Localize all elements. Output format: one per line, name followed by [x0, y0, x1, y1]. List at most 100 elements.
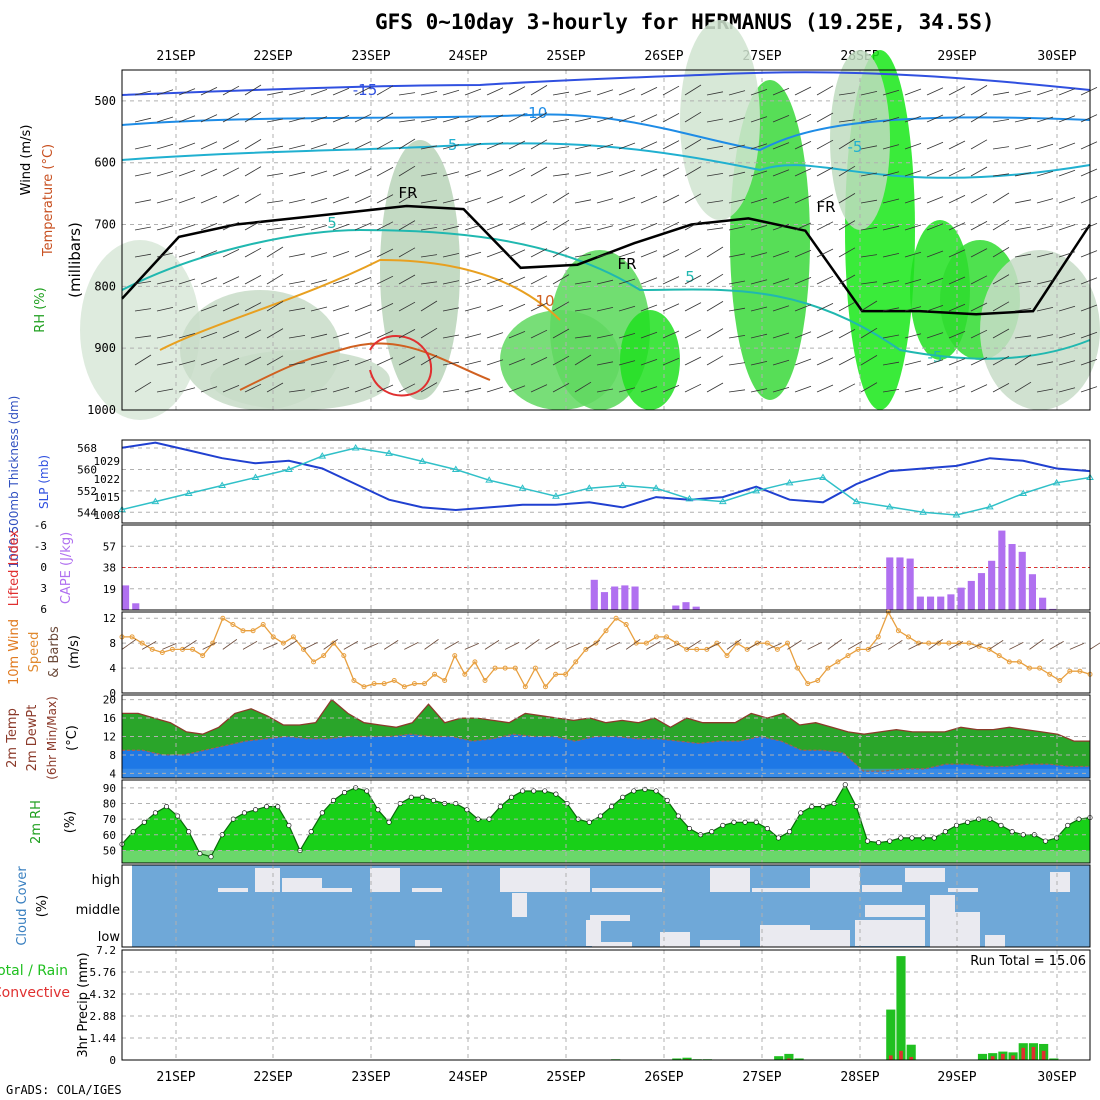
wind-barb [222, 639, 238, 650]
upper-wind-barb [728, 307, 746, 312]
upper-wind-barb [904, 197, 922, 204]
upper-wind-barb [750, 279, 768, 285]
upper-wind-barb [530, 221, 548, 231]
cloud-patch [810, 930, 850, 947]
cloud-unit-label: (%) [35, 895, 50, 918]
thickness-marker [718, 497, 727, 505]
upper-wind-barb [596, 279, 614, 285]
rh-marker [842, 782, 848, 788]
rh-marker [130, 829, 136, 835]
wind-speed-marker [422, 681, 427, 687]
upper-wind-barb [442, 280, 460, 285]
upper-wind-barb [508, 303, 526, 312]
upper-wind-barb [1080, 359, 1098, 366]
upper-wind-barb [200, 87, 218, 96]
upper-wind-barb [376, 167, 394, 177]
upper-wind-barb [926, 114, 944, 123]
precip-panel-frame [121, 949, 1091, 1061]
upper-wind-barb [222, 357, 240, 366]
upper-wind-barb [794, 195, 812, 204]
wind-speed-marker [522, 684, 528, 690]
rh-area [122, 784, 1090, 863]
upper-wind-barb [794, 86, 812, 96]
upper-wind-barb [332, 278, 350, 285]
upper-wind-barb [464, 279, 482, 285]
upper-wind-barb [574, 172, 592, 177]
upper-wind-barb [926, 250, 944, 258]
upper-wind-barb [376, 275, 394, 285]
upper-wind-barb [662, 194, 680, 204]
upper-wind-barb [420, 300, 438, 312]
wind-barb [263, 643, 278, 650]
wind-speed-marker [543, 684, 548, 690]
upper-wind-barb [354, 331, 372, 339]
wind-speed-marker [260, 621, 266, 627]
upper-wind-barb [684, 111, 702, 123]
upper-wind-barb [178, 387, 196, 393]
upper-wind-barb [662, 85, 680, 96]
wind-speed-marker [664, 634, 669, 640]
wind-speed-marker [785, 640, 790, 646]
upper-wind-barb [618, 169, 636, 177]
upper-wind-barb [508, 385, 526, 393]
upper-wind-barb [486, 196, 504, 204]
upper-wind-barb [706, 382, 724, 393]
upper-wind-barb [948, 222, 966, 231]
upper-wind-barb [750, 388, 768, 393]
upper-wind-barb [1080, 304, 1098, 312]
upper-wind-barb [750, 170, 768, 177]
upper-wind-barb [1058, 88, 1076, 96]
rh-marker [364, 788, 370, 794]
upper-air-panel-frame [121, 69, 1091, 411]
upper-wind-barb [970, 166, 988, 177]
upper-wind-barb [134, 226, 152, 231]
upper-wind-barb [354, 277, 372, 285]
rh-marker [1042, 838, 1048, 844]
upper-wind-barb [376, 221, 394, 231]
upper-wind-barb [486, 141, 504, 150]
upper-wind-barb [134, 90, 152, 96]
thickness-marker [785, 478, 794, 486]
wind-barb [242, 641, 258, 650]
upper-wind-barb [156, 225, 174, 231]
wind-speed-marker [452, 653, 458, 659]
upper-wind-barb [992, 146, 1010, 150]
upper-wind-barb [222, 167, 240, 177]
wind-speed-marker [603, 628, 609, 634]
upper-wind-barb [266, 227, 284, 231]
upper-wind-barb [728, 144, 746, 150]
upper-wind-barb [618, 88, 636, 96]
upper-wind-barb [662, 140, 680, 150]
temperature-contour [159, 258, 561, 351]
cape-bar [132, 603, 140, 610]
upper-wind-barb [156, 388, 174, 393]
wind-speed-marker [1027, 665, 1032, 671]
upper-wind-barb [662, 249, 680, 258]
rh-shading [80, 240, 200, 420]
wind-barb [504, 642, 520, 650]
precip-convective-bar [1001, 1053, 1005, 1060]
wind-speed-marker [401, 684, 407, 690]
rh-marker [141, 819, 147, 825]
li-tick-label: 3 [40, 582, 47, 595]
pressure-tick-label: 700 [94, 218, 116, 232]
rh-marker [631, 788, 637, 794]
upper-wind-barb [970, 139, 988, 150]
upper-wind-barb [332, 359, 350, 366]
wind-speed-marker [764, 640, 770, 646]
temperature-line [122, 698, 1090, 742]
upper-wind-barb [464, 360, 482, 366]
wind-speed-marker [694, 646, 700, 652]
upper-wind-barb [816, 330, 834, 339]
upper-wind-barb [574, 145, 592, 150]
upper-wind-barb [1014, 253, 1032, 258]
upper-wind-barb [772, 115, 790, 123]
date-label-top: 23SEP [351, 49, 390, 64]
upper-wind-barb [442, 334, 460, 339]
wind-speed-marker [815, 678, 821, 684]
rh-shading [830, 50, 890, 230]
upper-wind-barb [376, 112, 394, 123]
cloud-patch [590, 915, 630, 921]
upper-wind-barb [860, 382, 878, 393]
wind-barb [1029, 639, 1044, 650]
